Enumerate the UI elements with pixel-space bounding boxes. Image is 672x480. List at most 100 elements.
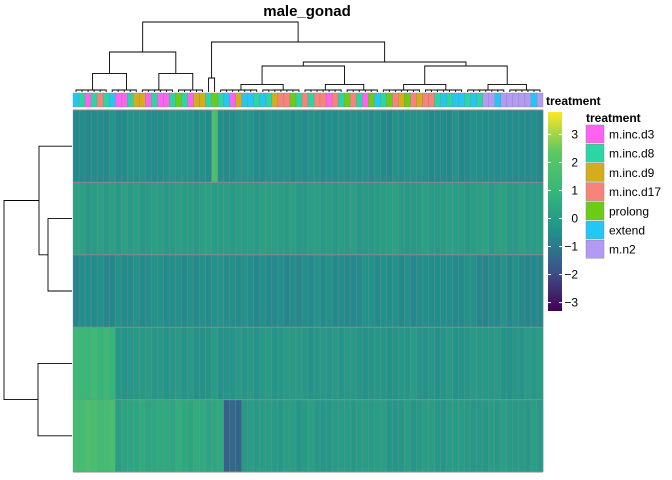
heatmap-cell <box>211 254 218 328</box>
heatmap-cell <box>314 399 321 472</box>
heatmap-cell <box>362 182 369 255</box>
heatmap-cell <box>446 327 453 400</box>
heatmap-cell <box>145 182 152 255</box>
dendrogram-branch <box>211 41 386 78</box>
heatmap-cell <box>524 182 532 255</box>
heatmap-cell <box>374 254 381 328</box>
dendrogram-branch <box>262 89 270 92</box>
heatmap-cell <box>247 327 255 400</box>
heatmap-cell <box>518 182 526 255</box>
annotation-cell <box>482 92 489 108</box>
heatmap-cell <box>301 110 309 183</box>
annotation-cell <box>464 92 471 108</box>
annotation-cell <box>494 92 502 108</box>
heatmap-cell <box>404 399 411 472</box>
legend-label: m.inc.d9 <box>609 166 655 180</box>
heatmap-cell <box>530 110 538 183</box>
heatmap-cell <box>199 399 206 472</box>
heatmap-cell <box>253 399 261 472</box>
heatmap-cell <box>277 327 285 400</box>
dendrogram-branch <box>3 200 39 401</box>
heatmap-cell <box>470 254 478 328</box>
heatmap-cell <box>187 254 194 328</box>
heatmap-cell <box>133 327 140 400</box>
annotation-cell <box>458 92 465 108</box>
legend-label: m.n2 <box>609 243 636 257</box>
annotation-cell <box>127 92 134 108</box>
heatmap-cell <box>536 182 544 255</box>
heatmap-cell <box>73 327 80 400</box>
annotation-cell <box>133 92 140 108</box>
heatmap-cell <box>187 182 194 255</box>
heatmap-cell <box>259 254 267 328</box>
legend-swatch <box>585 220 605 240</box>
heatmap-cell <box>326 110 333 183</box>
annotation-cell <box>319 92 327 108</box>
heatmap-cell <box>308 399 315 472</box>
heatmap-cell <box>163 110 170 183</box>
dendrogram-branch <box>208 77 216 92</box>
heatmap-cell <box>139 110 146 183</box>
annotation-cell <box>530 92 538 108</box>
heatmap-cell <box>283 254 291 328</box>
heatmap-cell <box>271 399 279 472</box>
heatmap-cell <box>97 399 104 472</box>
heatmap-cell <box>428 110 435 183</box>
heatmap-cell <box>530 327 538 400</box>
heatmap-cell <box>404 254 411 328</box>
heatmap-cell <box>217 327 224 400</box>
color-scale-tick-label: 2 <box>571 155 578 169</box>
heatmap-cell <box>241 399 249 472</box>
heatmap-cell <box>398 399 405 472</box>
annotation-cell <box>283 92 291 108</box>
heatmap-cell <box>175 110 182 183</box>
heatmap-cell <box>217 182 224 255</box>
heatmap-cell <box>229 254 236 328</box>
heatmap-cell <box>175 327 182 400</box>
heatmap-cell <box>476 327 484 400</box>
legend-swatch <box>585 201 605 221</box>
heatmap-cell <box>199 110 206 183</box>
annotation-cell <box>102 92 110 108</box>
annotation-legend-title: treatment <box>586 111 641 125</box>
heatmap-cell <box>392 254 399 328</box>
heatmap-cell <box>229 182 236 255</box>
heatmap-cell <box>344 254 351 328</box>
heatmap-cell <box>223 399 230 472</box>
heatmap-cell <box>470 110 478 183</box>
heatmap-cell <box>283 327 291 400</box>
heatmap-cell <box>121 110 128 183</box>
annotation-cell <box>277 92 285 108</box>
heatmap-cell <box>139 182 146 255</box>
heatmap-cell <box>115 399 122 472</box>
heatmap-cell <box>103 399 110 472</box>
heatmap-cell <box>458 399 465 472</box>
heatmap-cell <box>476 399 484 472</box>
annotation-cell <box>163 92 170 108</box>
heatmap-cell <box>398 182 405 255</box>
heatmap-cell <box>235 110 243 183</box>
heatmap-cell <box>139 327 146 400</box>
heatmap-cell <box>464 254 471 328</box>
annotation-cell <box>271 92 279 108</box>
heatmap-cell <box>271 182 279 255</box>
annotation-cell <box>78 92 86 108</box>
heatmap-cell <box>458 327 465 400</box>
heatmap-cell <box>157 254 164 328</box>
annotation-cell <box>72 92 80 108</box>
annotation-cell <box>139 92 146 108</box>
heatmap-cell <box>79 110 86 183</box>
heatmap-cell <box>536 110 544 183</box>
heatmap-cell <box>350 254 357 328</box>
heatmap-cell <box>289 110 297 183</box>
heatmap-cell <box>283 399 291 472</box>
dendrogram-branch <box>487 83 527 90</box>
heatmap-cell <box>422 110 429 183</box>
heatmap-cell <box>476 110 484 183</box>
annotation-cell <box>145 92 152 108</box>
heatmap-cell <box>362 110 369 183</box>
annotation-cell <box>398 92 405 108</box>
heatmap-cell <box>482 327 490 400</box>
annotation-cell <box>331 92 339 108</box>
heatmap-cell <box>109 254 116 328</box>
